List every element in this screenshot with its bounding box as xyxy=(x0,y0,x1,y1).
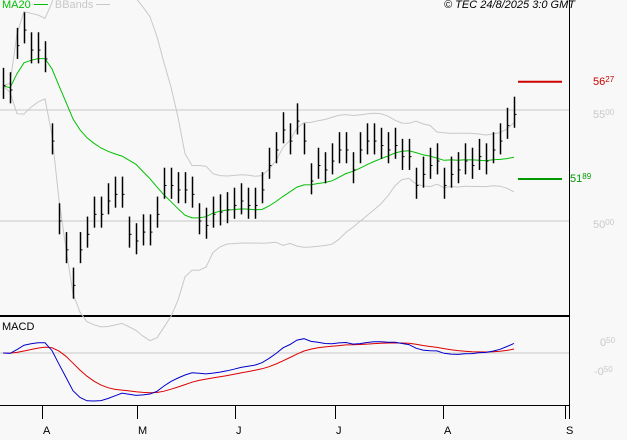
price-tick-55: 5500 xyxy=(593,108,615,121)
macd-tick-pos: 050 xyxy=(600,336,616,349)
legend-ma20: MA20 BBands xyxy=(2,0,111,11)
legend-ma20-swatch xyxy=(33,4,48,5)
month-label: J xyxy=(236,425,242,437)
ma20-line xyxy=(2,58,515,219)
price-tick-50: 5000 xyxy=(593,218,615,231)
month-label: A xyxy=(444,425,452,437)
month-label: S xyxy=(566,425,574,437)
support-label: 5189 xyxy=(570,172,592,185)
bollinger-lower xyxy=(2,85,515,342)
resistance-label: 5627 xyxy=(593,75,615,88)
legend-ma20-label: MA20 xyxy=(2,0,31,11)
macd-signal-line xyxy=(2,342,515,394)
legend-bbands-label: BBands xyxy=(54,0,94,11)
legend-bbands-swatch xyxy=(96,4,111,5)
macd-label: MACD xyxy=(2,321,35,333)
bollinger-upper xyxy=(2,0,515,177)
month-label: M xyxy=(138,425,148,437)
copyright: © TEC 24/8/2025 3:0 GMT xyxy=(444,0,575,11)
macd-line xyxy=(2,338,515,402)
macd-tick-neg: -050 xyxy=(594,365,613,378)
month-label: A xyxy=(43,425,51,437)
month-label: J xyxy=(336,425,342,437)
